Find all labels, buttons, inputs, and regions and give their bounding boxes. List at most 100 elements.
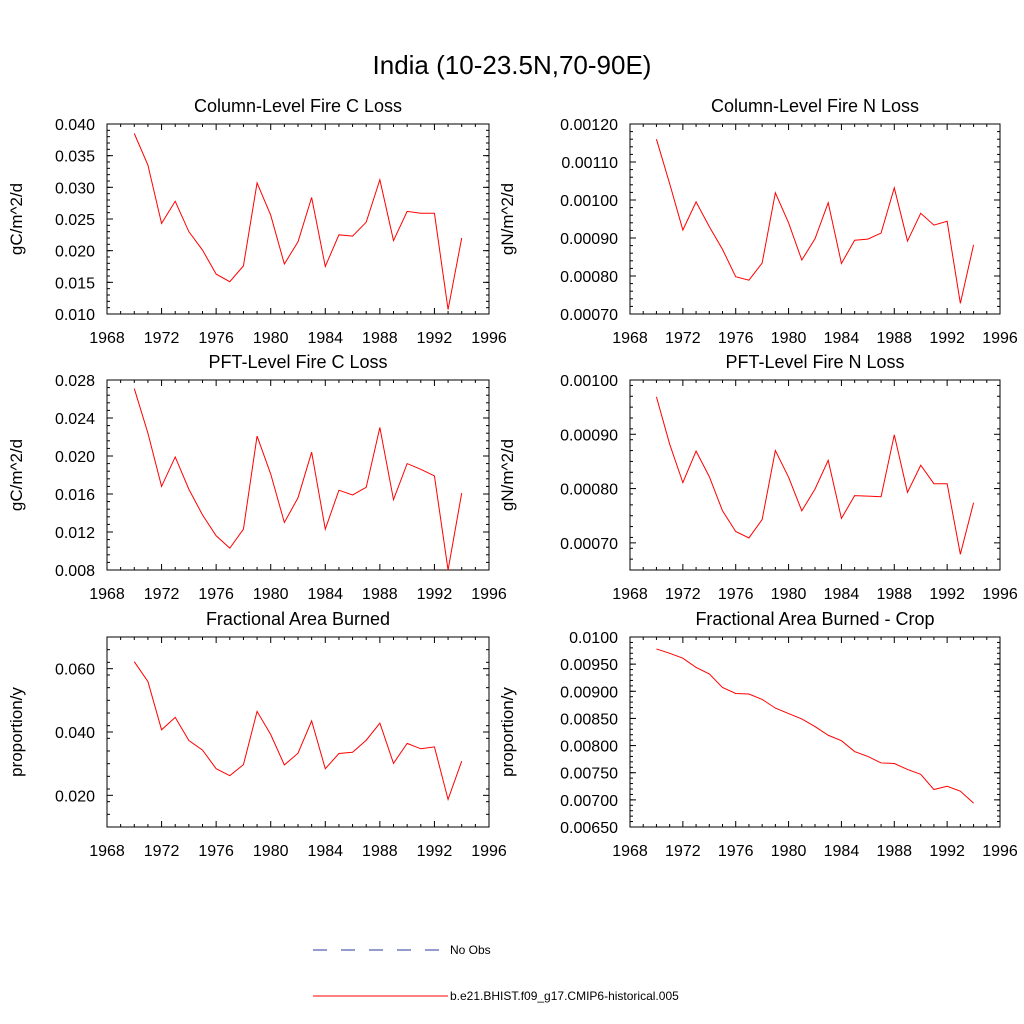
figure-title: India (10-23.5N,70-90E) — [373, 50, 652, 80]
plot-frame — [629, 636, 1001, 828]
y-axis-label: proportion/y — [498, 687, 517, 777]
y-tick-label: 0.00750 — [560, 766, 618, 783]
x-tick-label: 1976 — [198, 330, 234, 347]
x-tick-label: 1972 — [665, 843, 701, 860]
y-axis-label: gN/m^2/d — [498, 183, 517, 255]
x-tick-label: 1996 — [471, 843, 507, 860]
y-tick-label: 0.025 — [55, 212, 95, 229]
x-tick-label: 1992 — [929, 843, 965, 860]
x-tick-label: 1972 — [144, 330, 180, 347]
y-tick-label: 0.00080 — [560, 269, 618, 286]
y-tick-label: 0.00090 — [560, 427, 618, 444]
x-tick-label: 1968 — [612, 586, 648, 603]
chart-panels: 1968 1972 1976 1980 1984 1988 1992 1996 0.010 0.0… — [7, 96, 1018, 860]
legend-label-model: b.e21.BHIST.f09_g17.CMIP6-historical.005 — [450, 989, 679, 1003]
series-line — [656, 648, 974, 804]
series-line — [133, 133, 463, 310]
panel-title: Column-Level Fire C Loss — [194, 96, 402, 116]
x-tick-label: 1988 — [362, 586, 398, 603]
x-tick-label: 1988 — [362, 843, 398, 860]
chart-panel-4: 1968 1972 1976 1980 1984 1988 1992 1996 0.00070 0… — [498, 352, 1018, 603]
x-tick-label: 1992 — [929, 330, 965, 347]
y-tick-label: 0.00100 — [560, 373, 618, 390]
x-tick-label: 1992 — [417, 843, 453, 860]
y-tick-label: 0.060 — [55, 662, 95, 679]
x-tick-label: 1984 — [307, 843, 343, 860]
y-tick-label: 0.040 — [55, 725, 95, 742]
y-tick-label: 0.010 — [55, 307, 95, 324]
x-tick-label: 1984 — [824, 330, 860, 347]
y-tick-label: 0.00070 — [560, 536, 618, 553]
x-tick-label: 1988 — [876, 330, 912, 347]
plot-frame — [106, 636, 490, 828]
y-tick-label: 0.00100 — [560, 193, 618, 210]
y-axis-label: gC/m^2/d — [7, 183, 26, 255]
panel-title: Fractional Area Burned — [206, 609, 390, 629]
chart-panel-2: 1968 1972 1976 1980 1984 1988 1992 1996 0.00070 0… — [498, 96, 1018, 347]
y-tick-label: 0.028 — [55, 373, 95, 390]
x-tick-label: 1980 — [253, 586, 289, 603]
x-tick-label: 1980 — [771, 586, 807, 603]
chart-panel-3: 1968 1972 1976 1980 1984 1988 1992 1996 0.008 0.0… — [7, 352, 507, 603]
panel-title: PFT-Level Fire C Loss — [208, 352, 387, 372]
y-tick-label: 0.00650 — [560, 820, 618, 837]
x-tick-label: 1984 — [824, 843, 860, 860]
x-tick-label: 1972 — [144, 586, 180, 603]
chart-panel-6: 1968 1972 1976 1980 1984 1988 1992 1996 0.00650 0… — [498, 609, 1018, 860]
x-tick-label: 1968 — [612, 843, 648, 860]
y-tick-label: 0.035 — [55, 149, 95, 166]
y-tick-label: 0.00070 — [560, 307, 618, 324]
x-tick-label: 1968 — [612, 330, 648, 347]
y-tick-label: 0.00950 — [560, 657, 618, 674]
y-tick-label: 0.00900 — [560, 684, 618, 701]
x-tick-label: 1972 — [665, 330, 701, 347]
y-tick-label: 0.024 — [55, 411, 95, 428]
y-tick-label: 0.016 — [55, 487, 95, 504]
y-tick-label: 0.00080 — [560, 482, 618, 499]
panel-title: Column-Level Fire N Loss — [711, 96, 919, 116]
x-tick-label: 1996 — [982, 843, 1018, 860]
x-tick-label: 1996 — [471, 330, 507, 347]
x-tick-label: 1984 — [824, 586, 860, 603]
y-axis-label: proportion/y — [7, 687, 26, 777]
x-tick-label: 1984 — [307, 586, 343, 603]
y-tick-label: 0.020 — [55, 788, 95, 805]
x-tick-label: 1980 — [253, 843, 289, 860]
series-line — [133, 661, 463, 802]
y-tick-label: 0.00850 — [560, 711, 618, 728]
series-line — [655, 139, 975, 304]
y-axis-label: gC/m^2/d — [7, 439, 26, 511]
x-tick-label: 1996 — [471, 586, 507, 603]
x-tick-label: 1980 — [253, 330, 289, 347]
x-tick-label: 1976 — [718, 843, 754, 860]
x-tick-label: 1976 — [718, 330, 754, 347]
plot-frame — [629, 123, 1001, 315]
x-tick-label: 1976 — [718, 586, 754, 603]
panel-title: PFT-Level Fire N Loss — [725, 352, 904, 372]
legend: No Obs b.e21.BHIST.f09_g17.CMIP6-histori… — [313, 943, 679, 1003]
x-tick-label: 1996 — [982, 330, 1018, 347]
x-tick-label: 1988 — [876, 843, 912, 860]
chart-panel-1: 1968 1972 1976 1980 1984 1988 1992 1996 0.010 0.0… — [7, 96, 507, 347]
x-tick-label: 1992 — [417, 586, 453, 603]
x-tick-label: 1968 — [89, 586, 125, 603]
y-tick-label: 0.030 — [55, 180, 95, 197]
y-tick-label: 0.020 — [55, 449, 95, 466]
x-tick-label: 1968 — [89, 330, 125, 347]
x-tick-label: 1980 — [771, 843, 807, 860]
plot-frame — [629, 379, 1001, 571]
x-tick-label: 1992 — [929, 586, 965, 603]
x-tick-label: 1972 — [144, 843, 180, 860]
series-line — [655, 396, 975, 555]
x-tick-label: 1972 — [665, 586, 701, 603]
y-tick-label: 0.0100 — [569, 630, 618, 647]
y-tick-label: 0.00090 — [560, 231, 618, 248]
legend-label-no-obs: No Obs — [450, 943, 491, 957]
x-tick-label: 1996 — [982, 586, 1018, 603]
y-tick-label: 0.008 — [55, 563, 95, 580]
y-tick-label: 0.040 — [55, 117, 95, 134]
y-tick-label: 0.00110 — [561, 155, 618, 172]
x-tick-label: 1992 — [417, 330, 453, 347]
x-tick-label: 1976 — [198, 843, 234, 860]
